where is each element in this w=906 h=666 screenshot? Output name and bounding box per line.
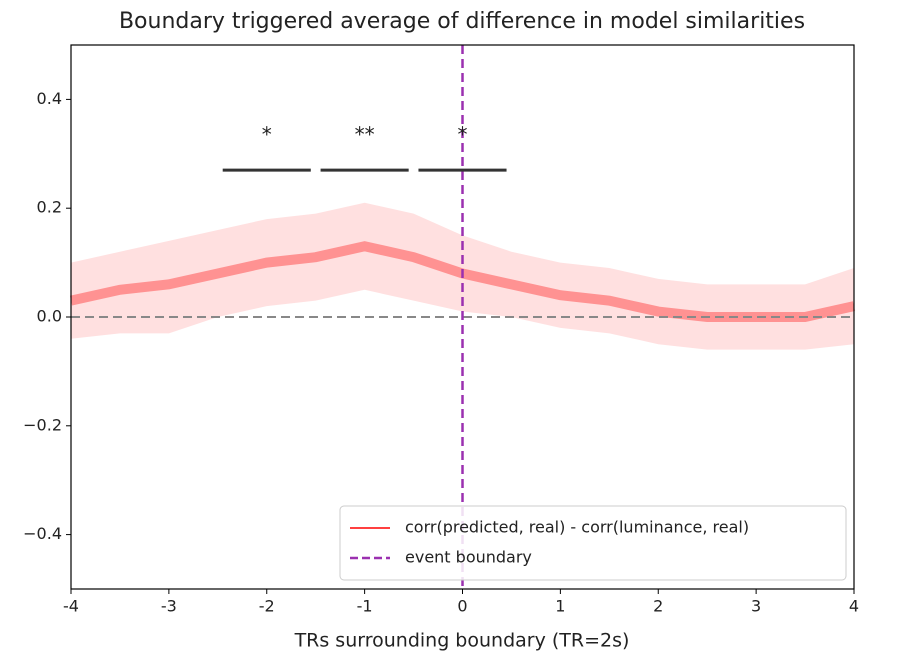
significance-label: * <box>262 123 272 147</box>
x-tick-label: 1 <box>555 597 565 616</box>
y-tick-label: 0.0 <box>37 307 62 326</box>
x-tick-label: -2 <box>259 597 275 616</box>
y-tick-label: −0.2 <box>23 415 62 434</box>
y-tick-label: −0.4 <box>23 524 62 543</box>
y-tick-label: 0.4 <box>37 89 62 108</box>
significance-label: * <box>458 123 468 147</box>
x-tick-label: -3 <box>161 597 177 616</box>
legend-label: corr(predicted, real) - corr(luminance, … <box>405 518 749 537</box>
x-tick-label: 0 <box>457 597 467 616</box>
x-tick-label: 2 <box>653 597 663 616</box>
x-tick-label: -4 <box>63 597 79 616</box>
legend-label: event boundary <box>405 548 532 567</box>
x-tick-label: -1 <box>357 597 373 616</box>
legend-box <box>339 505 847 581</box>
y-tick-label: 0.2 <box>37 198 62 217</box>
chart-title: Boundary triggered average of difference… <box>119 9 805 34</box>
x-tick-label: 3 <box>751 597 761 616</box>
x-tick-label: 4 <box>849 597 859 616</box>
significance-label: ** <box>355 123 375 147</box>
x-axis-label: TRs surrounding boundary (TR=2s) <box>294 630 630 652</box>
